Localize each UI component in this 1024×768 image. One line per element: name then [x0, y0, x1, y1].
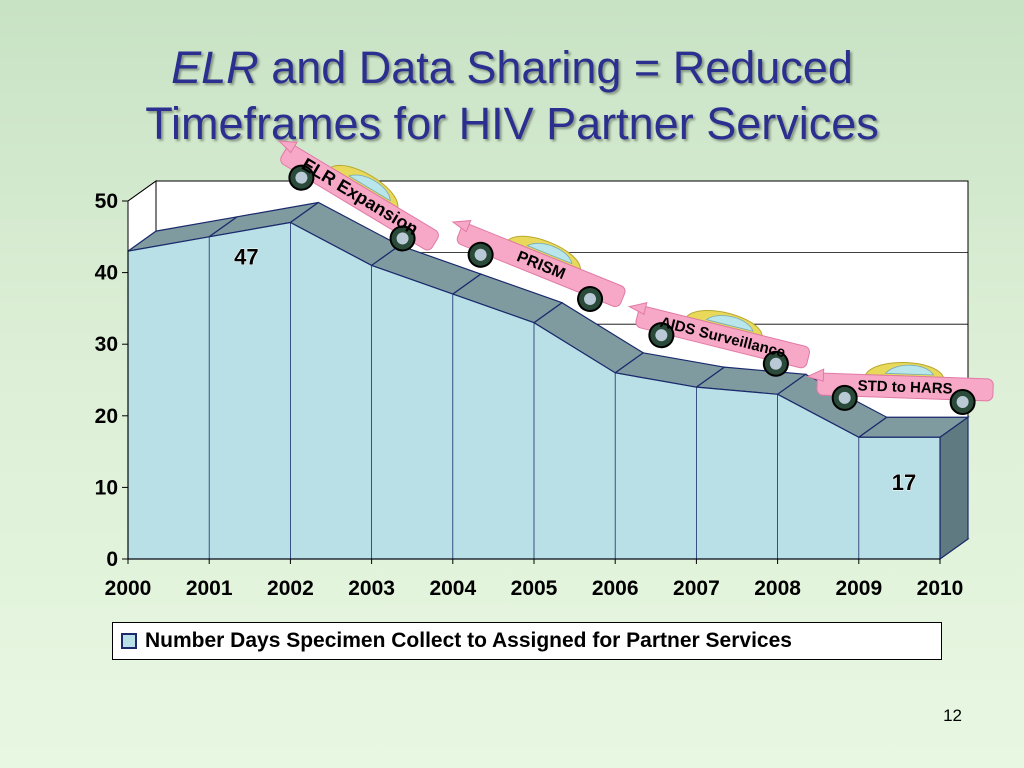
x-tick-label: 2009 [835, 577, 882, 600]
car-window [526, 242, 573, 265]
y-tick-label: 50 [95, 190, 118, 213]
x-tick-label: 2001 [186, 577, 233, 600]
title-elr: ELR [171, 42, 259, 93]
car-fin [627, 302, 648, 316]
car-hubcap [396, 232, 409, 245]
x-tick-label: 2008 [754, 577, 801, 600]
car-body [816, 372, 994, 402]
car-annotation: STD to HARS [805, 361, 994, 416]
page-number: 12 [943, 706, 962, 725]
car-window [705, 315, 754, 332]
car-hubcap [769, 357, 782, 370]
car-annotation-label: STD to HARS [857, 377, 953, 397]
y-tick-label: 0 [106, 548, 118, 571]
x-tick-label: 2007 [673, 577, 720, 600]
legend-label: Number Days Specimen Collect to Assigned… [145, 629, 792, 652]
x-tick-label: 2000 [105, 577, 152, 600]
car-body [456, 223, 626, 308]
x-tick-label: 2003 [348, 577, 395, 600]
car-hubcap [474, 248, 487, 261]
car-hubcap [956, 396, 969, 409]
car-fin [451, 220, 472, 233]
x-tick-label: 2005 [511, 577, 558, 600]
axes: 0 10 20 30 40 50 2000 2001 2002 2003 2004 2005 2006 2… [95, 190, 964, 600]
car-window [884, 364, 935, 376]
y-tick-label: 30 [95, 333, 118, 356]
car-hubcap [584, 292, 597, 305]
y-tick-label: 10 [95, 476, 118, 499]
y-tick-label: 40 [95, 262, 118, 285]
car-body [280, 144, 439, 251]
x-tick-label: 2010 [917, 577, 964, 600]
data-labels: 47 17 [234, 244, 917, 496]
title-line-1: ELR and Data Sharing = Reduced [0, 40, 1024, 96]
car-hubcap [655, 329, 668, 342]
title-line-1-rest: and Data Sharing = Reduced [258, 42, 853, 93]
legend-swatch [121, 633, 137, 649]
slide-title: ELR and Data Sharing = Reduced Timeframe… [0, 40, 1024, 152]
area-chart: 0 10 20 30 40 50 2000 2001 2002 2003 2004 2005 2006 2… [95, 140, 994, 600]
x-tick-label: 2002 [267, 577, 314, 600]
data-label: 17 [892, 470, 916, 495]
x-tick-label: 2004 [429, 577, 476, 600]
car-window [348, 174, 391, 202]
y-tick-label: 20 [95, 405, 118, 428]
car-fin [277, 140, 298, 154]
gridline [127, 180, 968, 202]
car-fin [805, 368, 825, 382]
car-annotation: PRISM [451, 220, 626, 312]
car-hubcap [838, 391, 851, 404]
car-hubcap [295, 171, 308, 184]
data-label: 47 [234, 244, 258, 269]
car-body [635, 305, 810, 369]
area-side [939, 416, 969, 561]
title-line-2: Timeframes for HIV Partner Services [145, 98, 879, 149]
chart-legend: Number Days Specimen Collect to Assigned… [112, 622, 942, 660]
x-tick-label: 2006 [592, 577, 639, 600]
